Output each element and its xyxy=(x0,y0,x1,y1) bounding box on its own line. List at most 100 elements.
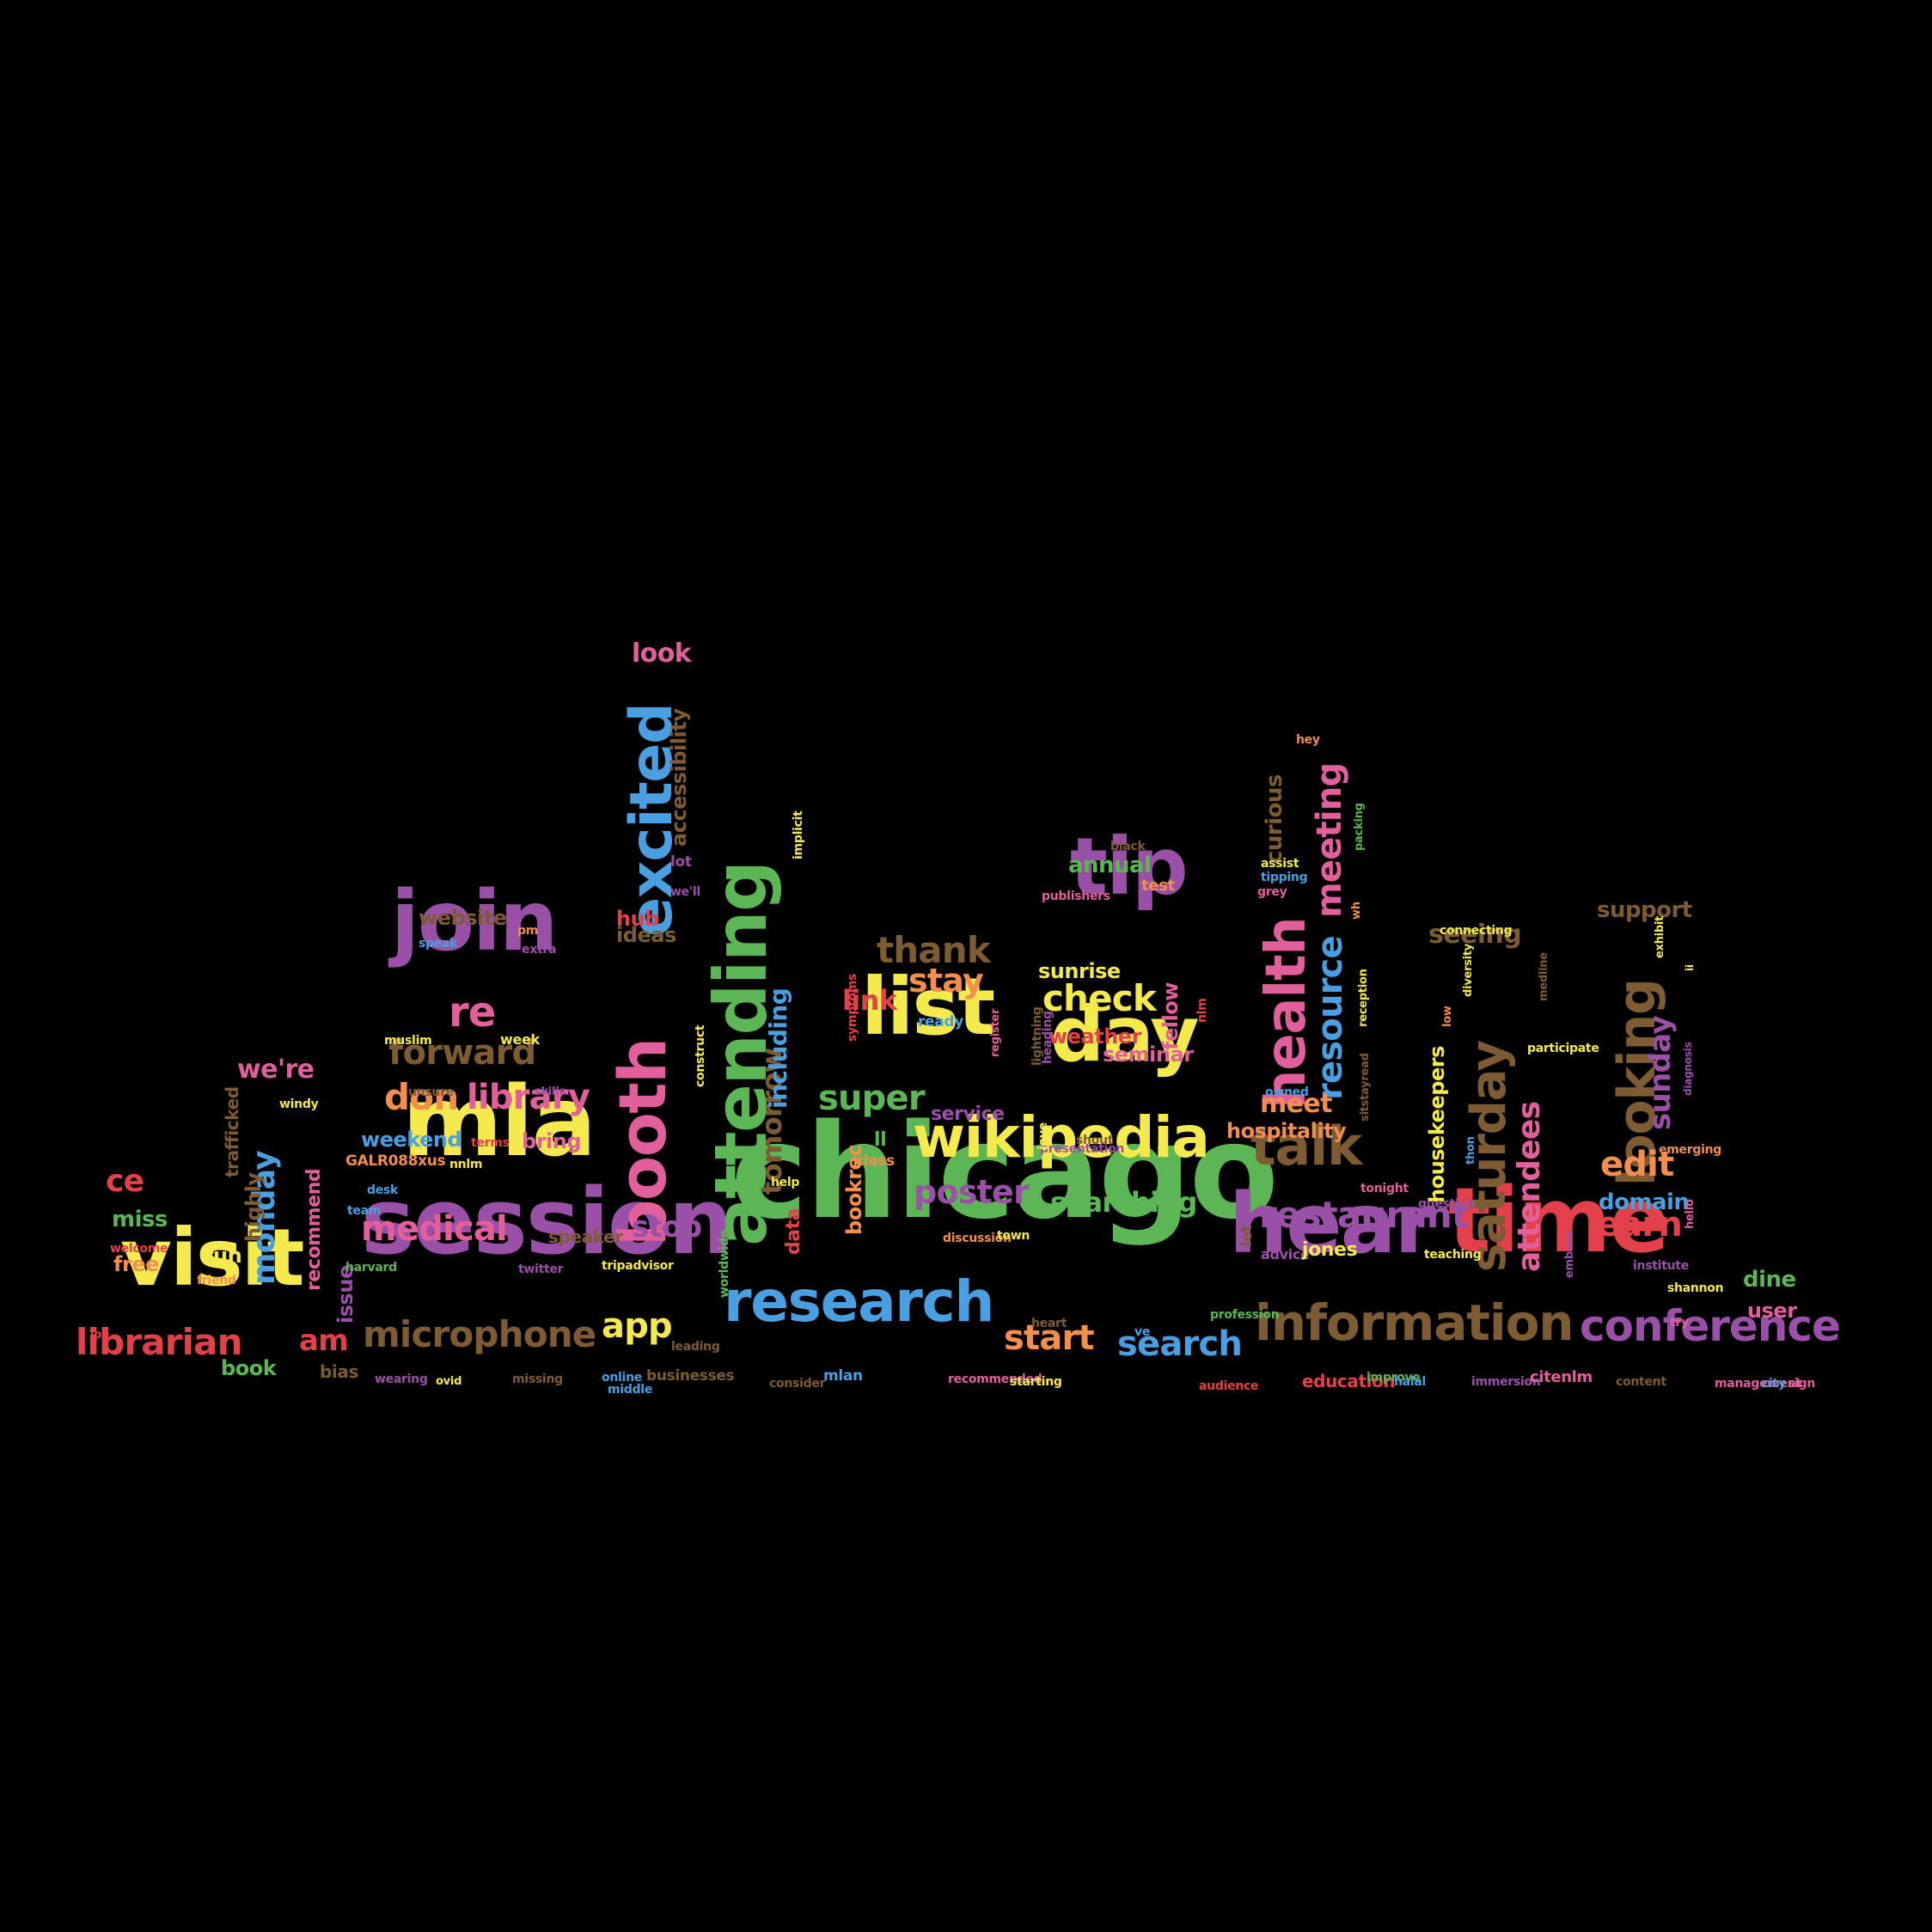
word-tripadvisor: tripadvisor xyxy=(602,1259,674,1273)
word-let: let xyxy=(1238,1225,1256,1246)
word-visit: visit xyxy=(120,1212,304,1304)
word-speaker: speaker xyxy=(548,1226,623,1247)
word-class: class xyxy=(855,1152,895,1170)
word-hear: hear xyxy=(1229,1176,1435,1272)
word-town: town xyxy=(997,1229,1030,1243)
word-try: try xyxy=(1670,1316,1689,1330)
word-improve: improve xyxy=(1366,1371,1421,1385)
word-diagnosis: diagnosis xyxy=(1682,1042,1694,1096)
word-library: library xyxy=(467,1078,590,1117)
word-jones: jones xyxy=(1302,1239,1358,1261)
word-medical: medical xyxy=(361,1209,508,1249)
word-librarian: librarian xyxy=(76,1321,243,1363)
word-wh: wh xyxy=(1350,902,1363,920)
word-friend: friend xyxy=(197,1274,236,1287)
word-information: information xyxy=(1255,1293,1574,1352)
word-galr088xus: GALR088xus xyxy=(345,1152,446,1170)
word-harvard: harvard xyxy=(345,1261,397,1275)
word-sunday: sunday xyxy=(1643,1016,1678,1130)
word-sitstayread: sitstayread xyxy=(1359,1053,1372,1122)
word-online: online xyxy=(602,1371,642,1385)
word-medline: medline xyxy=(1538,952,1550,1001)
word-check: check xyxy=(1042,977,1157,1019)
word-institute: institute xyxy=(1633,1259,1689,1273)
word-thank: thank xyxy=(877,929,991,971)
word-worldwide: worldwide xyxy=(718,1229,731,1298)
word-trafficked: trafficked xyxy=(222,1086,242,1177)
word-starting: starting xyxy=(1010,1375,1062,1389)
word-advice: advice xyxy=(1261,1246,1310,1263)
word-learn: learn xyxy=(1586,1205,1683,1244)
word-searching: searching xyxy=(1050,1186,1197,1219)
word-middle: middle xyxy=(608,1383,653,1397)
word-microphone: microphone xyxy=(363,1313,596,1355)
word-link: link xyxy=(842,984,897,1017)
word-windy: windy xyxy=(279,1097,319,1111)
word-recommend: recommend xyxy=(303,1168,325,1291)
word-ready: ready xyxy=(918,1013,963,1030)
word-management: management xyxy=(1715,1377,1801,1391)
word-app: app xyxy=(602,1306,673,1346)
word-bring: bring xyxy=(522,1129,582,1153)
word-ideas: ideas xyxy=(616,923,676,947)
word-exhibit: exhibit xyxy=(1654,915,1666,958)
word-stop: stop xyxy=(632,1210,702,1244)
word-wikipedia: wikipedia xyxy=(913,1104,1210,1171)
word-welcome: welcome xyxy=(110,1242,168,1256)
word-domain: domain xyxy=(1599,1189,1690,1215)
word-including: including xyxy=(764,987,792,1109)
word-recommended: recommended xyxy=(948,1373,1042,1386)
word-audience: audience xyxy=(1199,1379,1259,1393)
word-start: start xyxy=(1004,1318,1095,1358)
word-week: week xyxy=(500,1031,540,1048)
word-content: content xyxy=(1616,1375,1666,1389)
word-list: list xyxy=(861,961,995,1053)
word-miss: miss xyxy=(112,1207,168,1232)
word-session: session xyxy=(361,1169,733,1275)
word-well: we'll xyxy=(670,885,700,899)
word-profession: profession xyxy=(1210,1308,1280,1322)
word-implicit: implicit xyxy=(792,810,805,859)
word-ll: ll xyxy=(874,1129,887,1151)
word-education: education xyxy=(1302,1371,1396,1391)
word-immersion: immersion xyxy=(1471,1375,1541,1389)
word-search: search xyxy=(1117,1324,1243,1364)
word-wearing: wearing xyxy=(375,1373,428,1386)
word-embase: embase xyxy=(1563,1230,1576,1278)
word-citenlm: citenlm xyxy=(1530,1368,1593,1386)
word-halal: halal xyxy=(1394,1375,1427,1389)
word-sunrise: sunrise xyxy=(1038,959,1121,983)
word-pm: pm xyxy=(517,924,539,938)
word-hub: hub xyxy=(616,907,659,931)
word-mla: mla xyxy=(402,1067,596,1178)
word-health: health xyxy=(1255,917,1318,1109)
word-website: website xyxy=(419,906,507,930)
word-speak: speak xyxy=(419,937,458,951)
word-businesses: businesses xyxy=(646,1367,735,1385)
word-packing: packing xyxy=(1353,803,1366,851)
word-service: service xyxy=(931,1104,1005,1125)
word-housekeepers: housekeepers xyxy=(1425,1046,1449,1203)
word-sign: sign xyxy=(1788,1377,1816,1391)
word-connecting: connecting xyxy=(1440,924,1513,938)
word-register: register xyxy=(989,1008,1002,1057)
word-were: we're xyxy=(237,1055,315,1085)
word-ovid: ovid xyxy=(436,1375,462,1388)
word-discussion: discussion xyxy=(943,1232,1012,1245)
word-tonight: tonight xyxy=(1360,1182,1409,1195)
word-teaching: teaching xyxy=(1424,1248,1482,1262)
word-hospitality: hospitality xyxy=(1226,1119,1347,1143)
word-highly: highly xyxy=(242,1172,266,1242)
word-question: question xyxy=(1418,1197,1476,1211)
word-stay: stay xyxy=(908,962,984,1000)
word-black: black xyxy=(1110,840,1146,853)
word-restaurant: restaurant xyxy=(1259,1194,1469,1236)
word-fellow: fellow xyxy=(1159,982,1183,1050)
word-heart: heart xyxy=(1031,1317,1067,1330)
word-diversity: diversity xyxy=(1462,943,1475,997)
word-weekend: weekend xyxy=(361,1128,462,1152)
word-publishers: publishers xyxy=(1042,890,1110,903)
word-am: am xyxy=(299,1324,349,1358)
word-day: day xyxy=(1050,990,1200,1079)
